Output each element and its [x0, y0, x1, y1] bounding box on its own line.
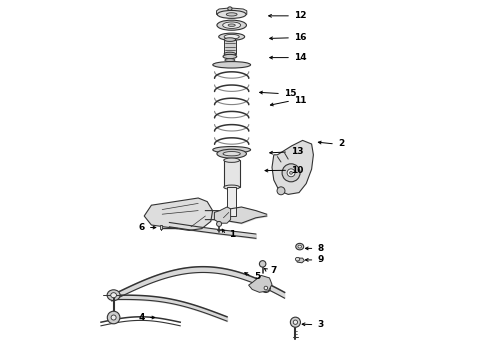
- Ellipse shape: [277, 187, 285, 195]
- Text: 11: 11: [294, 96, 306, 105]
- Text: 15: 15: [284, 89, 296, 98]
- Ellipse shape: [224, 158, 240, 162]
- Text: 14: 14: [294, 53, 307, 62]
- Ellipse shape: [226, 13, 237, 16]
- Ellipse shape: [291, 317, 300, 327]
- Ellipse shape: [217, 20, 246, 30]
- Text: 2: 2: [338, 139, 344, 148]
- Polygon shape: [224, 40, 236, 54]
- Ellipse shape: [282, 164, 300, 182]
- Text: 8: 8: [318, 244, 323, 253]
- Ellipse shape: [298, 245, 301, 248]
- Ellipse shape: [222, 22, 241, 28]
- Polygon shape: [227, 187, 236, 216]
- Text: 12: 12: [294, 12, 306, 21]
- Ellipse shape: [259, 261, 266, 267]
- Text: 3: 3: [318, 320, 323, 329]
- Ellipse shape: [224, 52, 236, 56]
- Ellipse shape: [219, 33, 245, 40]
- Polygon shape: [272, 140, 314, 194]
- Ellipse shape: [296, 243, 304, 250]
- Ellipse shape: [223, 152, 240, 156]
- Text: 13: 13: [291, 148, 304, 156]
- Polygon shape: [112, 267, 285, 301]
- Ellipse shape: [225, 59, 235, 62]
- Ellipse shape: [213, 147, 250, 153]
- Ellipse shape: [217, 10, 246, 18]
- Ellipse shape: [287, 169, 295, 177]
- Ellipse shape: [107, 311, 120, 324]
- Ellipse shape: [228, 24, 235, 27]
- Text: 9: 9: [318, 256, 324, 264]
- Polygon shape: [144, 198, 213, 230]
- Ellipse shape: [111, 315, 116, 320]
- Ellipse shape: [228, 7, 232, 10]
- Text: 10: 10: [291, 166, 303, 175]
- Ellipse shape: [295, 257, 300, 261]
- Polygon shape: [160, 225, 162, 229]
- Text: 6: 6: [139, 223, 145, 232]
- Ellipse shape: [223, 54, 237, 59]
- Text: 5: 5: [254, 272, 261, 281]
- Ellipse shape: [293, 320, 297, 324]
- Polygon shape: [248, 275, 272, 292]
- Ellipse shape: [107, 290, 120, 301]
- Text: 7: 7: [270, 266, 277, 275]
- Ellipse shape: [224, 185, 240, 189]
- Ellipse shape: [217, 221, 221, 226]
- Polygon shape: [217, 8, 247, 14]
- Ellipse shape: [213, 62, 250, 68]
- Text: 16: 16: [294, 33, 306, 42]
- Ellipse shape: [264, 286, 268, 290]
- Ellipse shape: [261, 284, 270, 292]
- Ellipse shape: [224, 38, 236, 41]
- Polygon shape: [224, 160, 240, 187]
- Text: 4: 4: [139, 313, 145, 322]
- Polygon shape: [215, 207, 231, 223]
- Ellipse shape: [290, 171, 293, 174]
- Ellipse shape: [217, 149, 246, 158]
- Polygon shape: [296, 258, 304, 263]
- Text: 1: 1: [229, 230, 235, 239]
- Ellipse shape: [224, 34, 239, 39]
- Ellipse shape: [111, 293, 117, 298]
